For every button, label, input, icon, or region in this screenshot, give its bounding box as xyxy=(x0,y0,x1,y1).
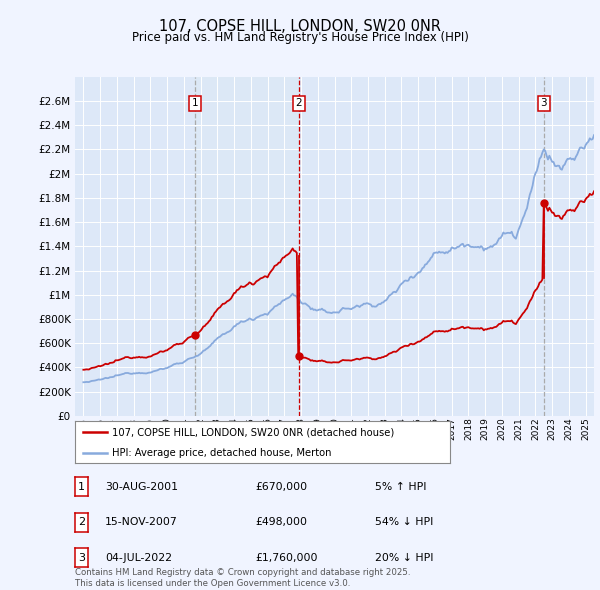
Text: 20% ↓ HPI: 20% ↓ HPI xyxy=(375,553,433,562)
Text: 107, COPSE HILL, LONDON, SW20 0NR (detached house): 107, COPSE HILL, LONDON, SW20 0NR (detac… xyxy=(113,427,395,437)
Text: £1,760,000: £1,760,000 xyxy=(255,553,317,562)
Text: 3: 3 xyxy=(541,99,547,109)
Text: 15-NOV-2007: 15-NOV-2007 xyxy=(105,517,178,527)
Text: HPI: Average price, detached house, Merton: HPI: Average price, detached house, Mert… xyxy=(113,448,332,457)
Text: 5% ↑ HPI: 5% ↑ HPI xyxy=(375,482,427,491)
Text: 3: 3 xyxy=(78,553,85,562)
Text: 04-JUL-2022: 04-JUL-2022 xyxy=(105,553,172,562)
Text: Contains HM Land Registry data © Crown copyright and database right 2025.
This d: Contains HM Land Registry data © Crown c… xyxy=(75,568,410,588)
Text: 2: 2 xyxy=(78,517,85,527)
Text: Price paid vs. HM Land Registry's House Price Index (HPI): Price paid vs. HM Land Registry's House … xyxy=(131,31,469,44)
Bar xyxy=(195,77,299,416)
Text: 107, COPSE HILL, LONDON, SW20 0NR: 107, COPSE HILL, LONDON, SW20 0NR xyxy=(159,19,441,34)
Text: £670,000: £670,000 xyxy=(255,482,307,491)
Text: 2: 2 xyxy=(296,99,302,109)
Text: 54% ↓ HPI: 54% ↓ HPI xyxy=(375,517,433,527)
Text: 1: 1 xyxy=(78,482,85,491)
Text: £498,000: £498,000 xyxy=(255,517,307,527)
Text: 1: 1 xyxy=(191,99,198,109)
Text: 30-AUG-2001: 30-AUG-2001 xyxy=(105,482,178,491)
